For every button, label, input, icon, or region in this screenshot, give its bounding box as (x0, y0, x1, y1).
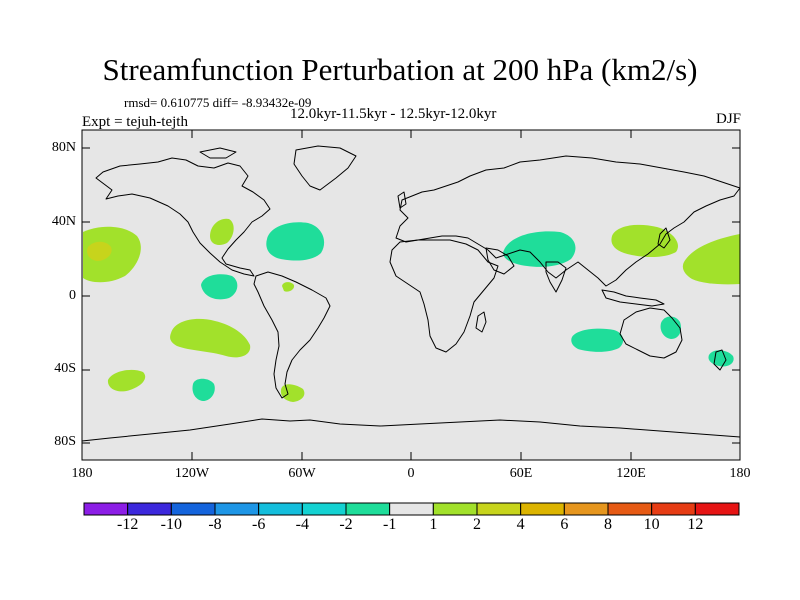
patch-south-pacific-small (192, 378, 215, 401)
colorbar-box-13 (651, 502, 696, 516)
stats-text: rmsd= 0.610775 diff= -8.93432e-09 (124, 95, 312, 110)
colorbar-label-0: -12 (116, 516, 139, 533)
patch-south-pacific (170, 318, 251, 358)
coast-north-america (95, 157, 271, 277)
colorbar (83, 502, 740, 516)
colorbar-box-0 (83, 502, 129, 516)
patch-hawaii-core (87, 241, 112, 261)
patch-north-pacific-west (682, 234, 740, 285)
lon-label-120w: 120W (174, 466, 210, 481)
colorbar-box-8 (432, 502, 478, 516)
lon-label-0: 0 (407, 466, 415, 481)
lat-label-80s: 80S (54, 434, 76, 449)
coast-indonesia (601, 289, 665, 307)
lat-label-0: 0 (69, 288, 76, 303)
colorbar-label-4: -4 (295, 516, 309, 533)
coast-india (545, 261, 567, 293)
colorbar-label-10: 6 (560, 516, 569, 533)
colorbar-label-11: 8 (604, 516, 612, 533)
colorbar-box-12 (607, 502, 653, 516)
coast-arctic-islands (199, 147, 237, 159)
colorbar-box-7 (389, 502, 434, 516)
experiment-label: Expt = tejuh-tejth (82, 114, 188, 130)
colorbar-label-1: -10 (160, 516, 182, 533)
colorbar-box-9 (476, 502, 522, 516)
colorbar-box-2 (170, 502, 216, 516)
coast-australia (619, 307, 683, 359)
colorbar-box-11 (563, 502, 609, 516)
lat-label-40s: 40S (54, 361, 76, 376)
coast-arabia (485, 247, 515, 275)
coast-south-america (253, 271, 331, 399)
lon-label-180e: 180 (729, 466, 751, 481)
patch-mexico (210, 218, 234, 245)
colorbar-box-3 (214, 502, 260, 516)
patch-north-atlantic (266, 222, 325, 261)
period-label: 12.0kyr-11.5kyr - 12.5kyr-12.0kyr (290, 106, 497, 122)
lon-label-120e: 120E (616, 466, 646, 481)
colorbar-label-12: 10 (643, 516, 660, 533)
colorbar-label-5: -2 (339, 516, 353, 533)
colorbar-label-3: -6 (251, 516, 266, 533)
lon-label-180w: 180 (71, 466, 93, 481)
coast-greenland (293, 145, 357, 191)
patch-east-pacific-eq (201, 274, 238, 300)
axis-ticks (81, 130, 741, 460)
lat-label-40n: 40N (51, 214, 76, 229)
coast-new-zealand (713, 349, 727, 371)
coastlines (81, 145, 741, 442)
colorbar-label-6: -1 (382, 516, 397, 533)
coast-uk (397, 191, 407, 209)
colorbar-box-5 (301, 502, 347, 516)
patch-arabia-india (503, 231, 576, 267)
colorbar-label-9: 4 (516, 516, 525, 533)
coast-antarctica (81, 418, 741, 442)
coast-eurasia (395, 155, 741, 287)
lon-label-60w: 60W (288, 466, 316, 481)
map-background (82, 130, 740, 460)
season-label: DJF (715, 111, 741, 127)
patch-central-pacific-north (83, 226, 141, 283)
patch-south-america-small (282, 282, 295, 292)
colorbar-box-4 (258, 502, 303, 516)
colorbar-label-7: 1 (429, 516, 438, 533)
colorbar-box-6 (345, 502, 391, 516)
coast-madagascar (475, 311, 487, 333)
lat-label-80n: 80N (51, 140, 76, 155)
colorbar-label-13: 12 (687, 516, 704, 533)
lon-label-60e: 60E (509, 466, 533, 481)
patch-new-zealand (708, 350, 734, 367)
coast-japan (657, 227, 671, 249)
colorbar-label-8: 2 (473, 516, 481, 533)
colorbar-box-1 (127, 502, 172, 516)
colorbar-box-10 (520, 502, 565, 516)
patch-south-indian-ocean (571, 328, 624, 352)
colorbar-box-14 (694, 502, 740, 516)
colorbar-label-2: -8 (208, 516, 222, 533)
plot-title: Streamfunction Perturbation at 200 hPa (… (102, 52, 698, 87)
coast-africa (389, 239, 499, 353)
patch-south-pacific-far (107, 369, 146, 392)
